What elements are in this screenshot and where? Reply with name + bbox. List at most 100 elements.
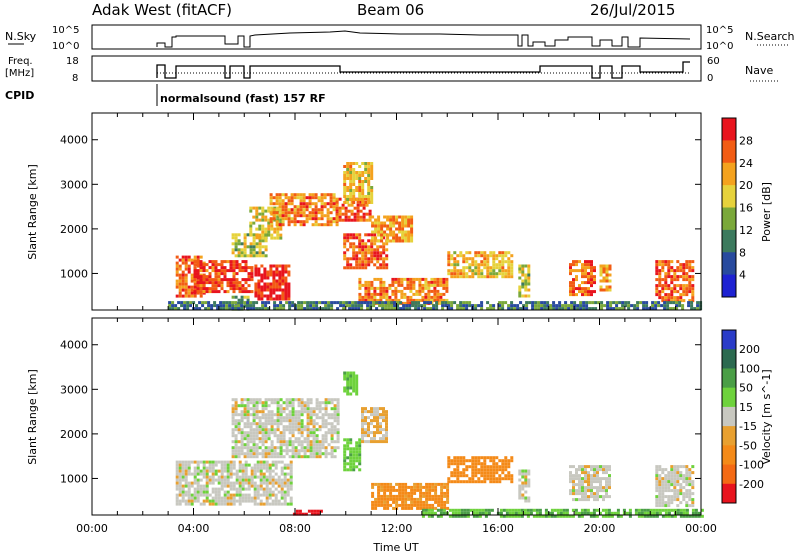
heatmap-cell xyxy=(390,304,394,308)
heatmap-cell xyxy=(190,273,194,277)
heatmap-cell xyxy=(619,514,623,518)
heatmap-cell xyxy=(270,401,274,405)
heatmap-cell xyxy=(255,437,259,441)
heatmap-cell xyxy=(691,287,695,291)
heatmap-cell xyxy=(279,410,283,414)
colorbar-swatch xyxy=(722,229,736,253)
heatmap-cell xyxy=(244,463,248,467)
heatmap-cell xyxy=(187,460,191,464)
heatmap-cell xyxy=(171,307,175,311)
heatmap-cell xyxy=(178,493,182,497)
heatmap-cell xyxy=(229,287,233,291)
heatmap-cell xyxy=(266,282,270,286)
heatmap-cell xyxy=(459,304,463,308)
heatmap-cell xyxy=(637,514,641,518)
heatmap-cell xyxy=(462,459,466,463)
heatmap-cell xyxy=(367,168,371,171)
heatmap-cell xyxy=(314,211,318,215)
heatmap-cell xyxy=(211,260,215,264)
heatmap-cell xyxy=(189,301,193,305)
heatmap-cell xyxy=(346,447,350,451)
heatmap-cell xyxy=(250,290,254,294)
heatmap-cell xyxy=(355,257,359,261)
heatmap-cell xyxy=(544,514,548,518)
heatmap-cell xyxy=(252,422,256,426)
heatmap-cell xyxy=(421,286,425,290)
heatmap-cell xyxy=(343,186,347,189)
heatmap-cell xyxy=(335,212,339,216)
heatmap-cell xyxy=(367,434,370,438)
heatmap-cell xyxy=(259,466,263,470)
heatmap-cell xyxy=(247,284,251,288)
heatmap-cell xyxy=(231,236,235,240)
heatmap-cell xyxy=(657,304,661,308)
heatmap-cell xyxy=(407,221,411,225)
heatmap-cell xyxy=(520,514,524,518)
heatmap-cell xyxy=(599,483,602,487)
heatmap-cell xyxy=(401,494,405,498)
heatmap-cell xyxy=(324,422,328,426)
heatmap-cell xyxy=(664,495,668,499)
heatmap-cell xyxy=(246,298,250,302)
heatmap-cell xyxy=(252,446,256,450)
heatmap-cell xyxy=(676,266,680,270)
heatmap-cell xyxy=(234,239,238,243)
heatmap-cell xyxy=(688,498,692,502)
heatmap-cell xyxy=(462,266,466,270)
heatmap-cell xyxy=(336,431,340,435)
heatmap-cell xyxy=(569,471,572,475)
heatmap-cell xyxy=(271,490,275,494)
heatmap-cell xyxy=(273,449,277,453)
heatmap-cell xyxy=(540,301,544,305)
heatmap-cell xyxy=(412,298,416,302)
heatmap-cell xyxy=(688,468,692,472)
heatmap-cell xyxy=(279,416,283,420)
heatmap-cell xyxy=(471,263,475,267)
heatmap-cell xyxy=(294,398,298,402)
heatmap-cell xyxy=(241,290,245,294)
heatmap-cell xyxy=(246,431,250,435)
heatmap-cell xyxy=(390,307,394,311)
heatmap-cell xyxy=(658,275,662,279)
heatmap-cell xyxy=(184,276,188,280)
heatmap-cell xyxy=(606,307,610,311)
heatmap-cell xyxy=(303,446,307,450)
heatmap-cell xyxy=(355,186,359,189)
heatmap-cell xyxy=(670,275,674,279)
heatmap-cell xyxy=(351,304,355,308)
heatmap-cell xyxy=(287,297,291,301)
heatmap-cell xyxy=(308,202,312,206)
heatmap-cell xyxy=(234,443,238,447)
heatmap-cell xyxy=(681,307,685,311)
heatmap-cell xyxy=(364,266,368,270)
heatmap-cell xyxy=(246,254,250,258)
heatmap-cell xyxy=(355,177,359,180)
heatmap-cell xyxy=(283,496,287,500)
heatmap-cell xyxy=(276,233,280,237)
heatmap-cell xyxy=(184,264,188,268)
heatmap-cell xyxy=(181,261,185,265)
heatmap-cell xyxy=(601,508,605,512)
heatmap-cell xyxy=(294,437,298,441)
heatmap-cell xyxy=(279,419,283,423)
heatmap-cell xyxy=(312,301,316,305)
heatmap-cell xyxy=(371,485,375,489)
heatmap-cell xyxy=(489,459,493,463)
heatmap-cell xyxy=(318,428,322,432)
heatmap-cell xyxy=(275,267,279,271)
heatmap-cell xyxy=(264,425,268,429)
heatmap-cell xyxy=(456,275,460,279)
heatmap-cell xyxy=(269,288,273,292)
heatmap-cell xyxy=(252,440,256,444)
heatmap-cell xyxy=(676,480,680,484)
heatmap-cell xyxy=(237,301,241,305)
heatmap-cell xyxy=(507,462,511,466)
heatmap-cell xyxy=(247,499,251,503)
heatmap-cell xyxy=(246,301,250,305)
heatmap-cell xyxy=(362,212,366,216)
heatmap-cell xyxy=(267,452,271,456)
heatmap-cell xyxy=(312,407,316,411)
heatmap-cell xyxy=(330,446,334,450)
heatmap-cell xyxy=(450,471,454,475)
